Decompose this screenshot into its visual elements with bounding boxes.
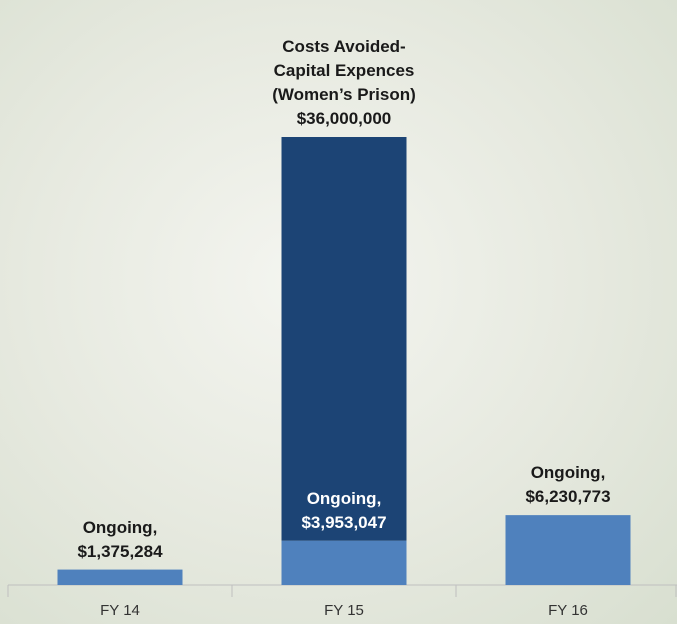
bar-segment bbox=[506, 515, 631, 585]
bar-segment bbox=[58, 570, 183, 585]
data-label-name: Ongoing, bbox=[20, 516, 220, 540]
data-label-value: $1,375,284 bbox=[20, 540, 220, 564]
data-label-value: $6,230,773 bbox=[468, 485, 668, 509]
data-label: Costs Avoided- Capital Expences (Women’s… bbox=[244, 35, 444, 131]
data-label: Ongoing,$3,953,047 bbox=[244, 487, 444, 535]
x-tick-label: FY 15 bbox=[244, 602, 444, 619]
data-label-name: Costs Avoided- Capital Expences (Women’s… bbox=[244, 35, 444, 107]
page: (() => { const data = JSON.parse(documen… bbox=[0, 0, 677, 624]
data-label-value: $3,953,047 bbox=[244, 511, 444, 535]
x-tick-label: FY 16 bbox=[468, 602, 668, 619]
data-label: Ongoing,$6,230,773 bbox=[468, 461, 668, 509]
data-label: Ongoing,$1,375,284 bbox=[20, 516, 220, 564]
data-label-value: $36,000,000 bbox=[244, 107, 444, 131]
data-label-name: Ongoing, bbox=[468, 461, 668, 485]
bar-segment bbox=[282, 137, 407, 541]
x-tick-label: FY 14 bbox=[20, 602, 220, 619]
data-label-name: Ongoing, bbox=[244, 487, 444, 511]
bar-segment bbox=[282, 541, 407, 585]
